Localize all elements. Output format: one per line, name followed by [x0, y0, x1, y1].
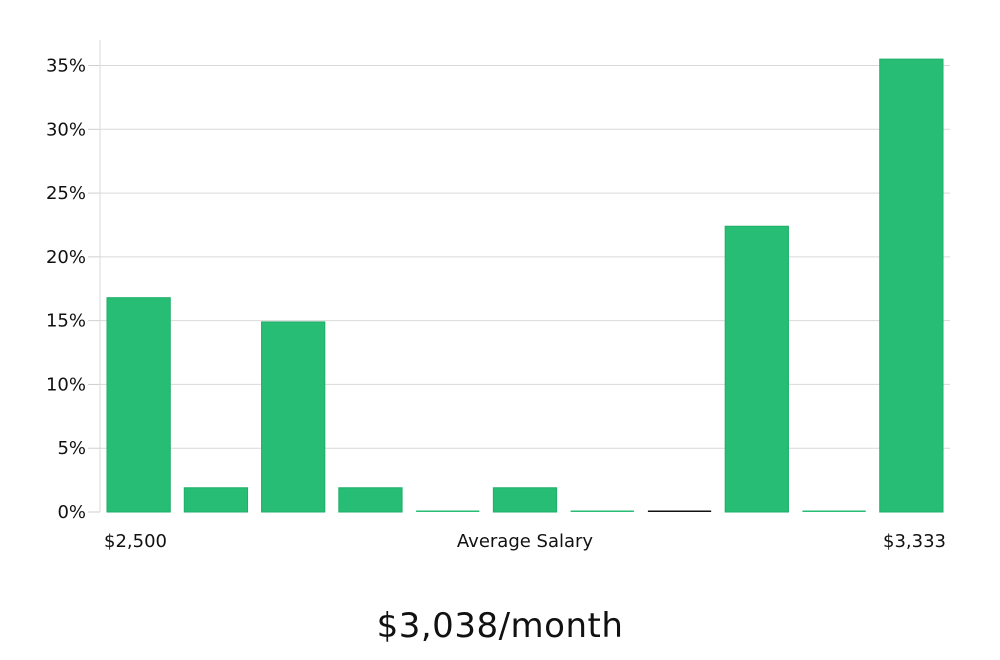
- bar: [647, 510, 712, 512]
- y-tick-label: 15%: [46, 311, 86, 332]
- bar: [570, 510, 634, 512]
- y-tick-label: 0%: [57, 502, 86, 523]
- y-tick-label: 10%: [46, 374, 86, 395]
- x-min-label: $2,500: [104, 531, 167, 552]
- y-tick-label: 25%: [46, 183, 86, 204]
- bar: [183, 487, 249, 513]
- bar: [106, 297, 171, 513]
- bar: [492, 487, 558, 513]
- y-tick-label: 35%: [46, 56, 86, 77]
- bar: [802, 510, 866, 512]
- chart-svg: 0% 5% 10% 15% 20% 25% 30% 35% $2,500 Average Sala…: [46, 40, 950, 552]
- y-tick-label: 20%: [46, 247, 86, 268]
- x-axis-title: Average Salary: [457, 531, 594, 552]
- bar: [261, 321, 326, 513]
- average-salary-value: $3,038/month: [376, 606, 624, 646]
- y-tick-label: 30%: [46, 119, 86, 140]
- salary-distribution-chart: 0% 5% 10% 15% 20% 25% 30% 35% $2,500 Average Sala…: [46, 40, 950, 552]
- bar: [724, 225, 789, 513]
- x-max-label: $3,333: [883, 531, 946, 552]
- bar: [416, 510, 480, 512]
- y-tick-label: 5%: [57, 438, 86, 459]
- bar: [879, 58, 944, 513]
- bar: [338, 487, 403, 513]
